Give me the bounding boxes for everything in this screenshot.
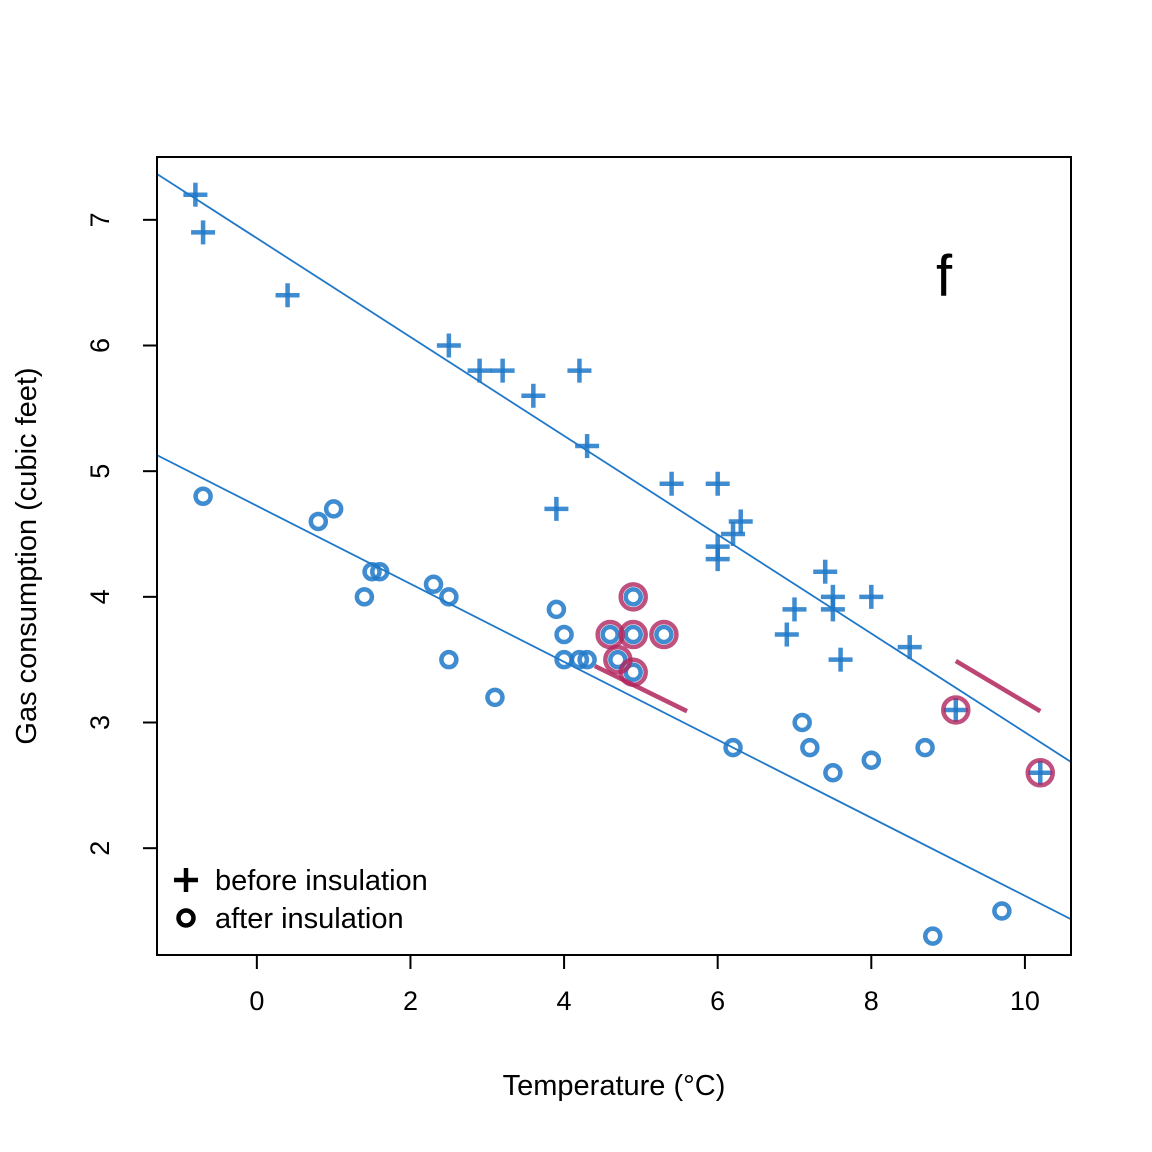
point-after-insulation [485,687,505,708]
highlight-ring [618,582,648,612]
point-before-insulation [567,358,592,383]
point-before-insulation [521,383,546,408]
point-after-insulation [654,624,674,645]
point-before-insulation [943,697,968,722]
legend-label: after insulation [215,903,404,935]
point-before-insulation [275,283,300,308]
point-after-insulation [554,649,574,670]
point-after-insulation [623,624,643,645]
y-tick-label: 4 [85,589,115,604]
point-before-insulation [659,471,684,496]
x-axis-label: Temperature (°C) [503,1070,726,1102]
point-before-insulation [544,496,569,521]
point-before-insulation [782,597,807,622]
point-after-insulation [823,763,843,783]
point-before-insulation [820,597,845,622]
y-axis: 2 3 4 5 6 7 [85,212,158,856]
y-tick-label: 3 [85,715,115,730]
data-points [183,182,1053,946]
point-after-insulation [723,737,743,758]
legend: before insulation after insulation [174,865,428,935]
point-before-insulation [859,584,884,609]
point-after-insulation [193,486,213,507]
point-after-insulation [792,712,812,733]
point-after-insulation [546,599,567,620]
point-after-insulation [439,649,459,670]
fit-lines [157,173,1071,921]
point-before-insulation [813,559,838,584]
x-tick-label: 0 [249,986,264,1016]
highlight-ring [941,695,971,725]
highlight-segment [954,659,1042,714]
point-before-insulation [183,182,208,207]
plot-frame [156,156,1072,956]
x-tick-label: 6 [710,986,725,1016]
highlight-ring [1025,758,1056,788]
x-tick-label: 4 [557,986,572,1016]
point-before-insulation [490,358,515,383]
point-after-insulation [915,737,935,758]
point-after-insulation [369,561,390,582]
point-before-insulation [575,434,600,459]
point-after-insulation [554,624,574,645]
point-after-insulation [992,901,1012,921]
point-after-insulation [600,624,620,645]
point-after-insulation [439,587,459,607]
point-after-insulation [308,511,329,532]
highlight-ring [649,619,679,650]
x-tick-label: 10 [1010,986,1040,1016]
y-tick-label: 7 [85,212,115,227]
legend-label: before insulation [215,865,428,897]
point-after-insulation [608,649,628,670]
point-before-insulation [191,220,216,245]
highlight-ring [618,619,648,650]
point-after-insulation [323,499,344,519]
y-axis-label: Gas consumption (cubic feet) [11,367,43,744]
point-after-insulation [922,926,943,946]
point-before-insulation [728,509,753,534]
panel-label: f [936,244,953,309]
point-before-insulation [828,647,853,672]
point-before-insulation [705,471,730,496]
point-after-insulation [861,750,882,770]
point-before-insulation [721,522,746,547]
fit-line-1 [157,173,1071,763]
x-axis: 0 2 4 6 8 10 [249,954,1040,1016]
point-after-insulation [569,649,590,670]
point-after-insulation [800,737,820,758]
y-tick-label: 5 [85,464,115,479]
y-tick-label: 2 [85,841,115,856]
x-tick-label: 8 [864,986,879,1016]
point-after-insulation [362,561,382,582]
highlight-ring [618,657,648,687]
point-after-insulation [423,574,444,595]
point-before-insulation [436,333,461,358]
point-before-insulation [774,622,799,647]
point-before-insulation [705,534,730,559]
point-before-insulation [897,635,922,660]
legend-circle [176,908,196,928]
y-tick-label: 6 [85,338,115,353]
highlight-segment [593,663,688,714]
point-after-insulation [354,587,375,607]
fit-line-2 [157,454,1071,921]
point-before-insulation [467,358,492,383]
point-after-insulation [577,649,597,670]
point-before-insulation [1028,760,1053,785]
point-after-insulation [623,587,643,607]
x-tick-label: 2 [403,986,418,1016]
highlight-marks [593,582,1056,788]
point-after-insulation [623,662,643,682]
